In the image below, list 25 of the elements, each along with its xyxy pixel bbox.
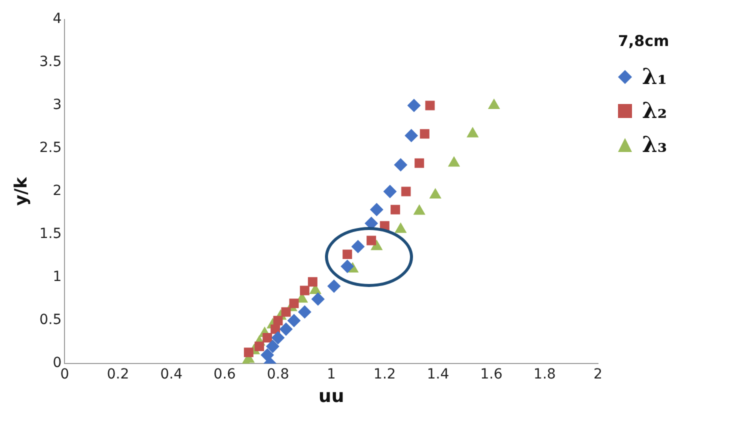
x-tick-label: 0.4: [160, 366, 183, 383]
y-tick-label: 2.5: [39, 140, 62, 156]
x-tick-label: 1.8: [534, 366, 556, 383]
x-tick-label: 2: [594, 366, 602, 383]
y-tick-label: 0: [52, 355, 62, 372]
x-tick-label: 1.4: [426, 366, 450, 383]
x-tick-label: 1.6: [480, 366, 503, 383]
x-tick-label: 0.8: [266, 366, 290, 383]
x-tick-label: 1: [326, 366, 336, 383]
legend-title: 7,8cm: [618, 32, 670, 50]
y-tick-label: 3.5: [39, 54, 62, 70]
y-tick-label: 0.5: [39, 312, 62, 328]
y-tick-label: 1.5: [39, 226, 62, 242]
y-axis-title: y/k: [12, 176, 32, 206]
x-tick-label: 0.6: [214, 366, 236, 383]
x-tick-label: 0.2: [106, 366, 130, 383]
y-tick-label: 3: [52, 97, 62, 114]
y-tick-label: 4: [52, 11, 62, 28]
y-tick-label: 1: [52, 269, 62, 286]
x-axis-title: uu: [318, 386, 344, 407]
legend-label: λ₁: [642, 64, 668, 90]
legend-label: λ₂: [642, 98, 668, 124]
y-tick-label: 2: [52, 183, 62, 200]
x-tick-label: 1.2: [374, 366, 396, 383]
legend-label: λ₃: [642, 132, 668, 158]
